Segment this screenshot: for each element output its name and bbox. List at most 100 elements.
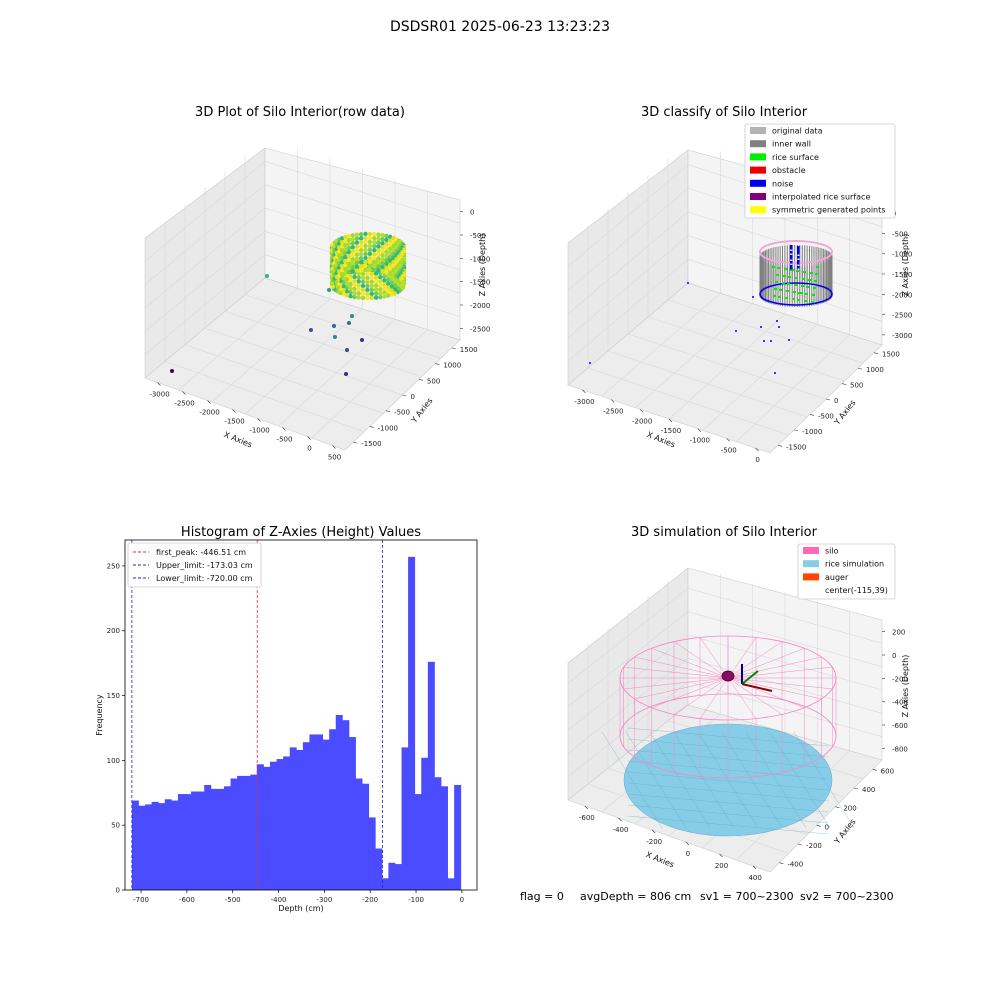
raw-point [363, 231, 368, 237]
z-tick-label: -2500 [470, 325, 490, 333]
raw-point [376, 240, 381, 245]
rice-surface-point [801, 285, 804, 287]
rice-surface-point [775, 281, 778, 283]
histogram-bar [408, 556, 416, 890]
y-tick-mark [793, 429, 799, 432]
raw-point [388, 258, 393, 264]
rice-surface-point [773, 295, 776, 297]
raw-point [365, 295, 370, 301]
raw-point [360, 275, 366, 281]
histogram-bars [131, 556, 462, 890]
raw-point [360, 279, 366, 285]
noise-point [797, 248, 800, 251]
footer-sv1: sv1 = 700~2300 [700, 890, 794, 903]
histogram-bar [269, 761, 277, 890]
raw-point [344, 289, 349, 294]
x-tick-label: -700 [133, 896, 149, 904]
silo-roof-spoke [634, 677, 729, 700]
raw-point [388, 242, 393, 248]
raw-outlier-point [309, 328, 313, 332]
legend-swatch [750, 140, 766, 148]
histogram-bar [316, 734, 324, 890]
raw-point [384, 241, 389, 247]
raw-point-cloud [170, 231, 407, 376]
raw-point [369, 283, 374, 289]
x-tick-mark [157, 382, 161, 386]
x-tick-mark [207, 400, 211, 404]
raw-point [376, 256, 381, 261]
silo-roof-spoke [727, 637, 757, 679]
raw-3d-plot: 3D Plot of Silo Interior(row data) -3000… [144, 105, 490, 462]
legend-label: symmetric generated points [772, 206, 885, 215]
rice-surface-point [804, 300, 807, 302]
rice-mesh-line [627, 771, 829, 791]
histogram-bar [309, 734, 317, 890]
raw-point [358, 232, 364, 237]
raw-point [348, 274, 353, 279]
y-tick-label: 500 [850, 382, 863, 390]
noise-point [790, 251, 793, 254]
rice-surface-point [815, 273, 818, 275]
raw-point [346, 265, 352, 271]
histogram-bar [243, 775, 251, 890]
rice-mesh-line [627, 782, 829, 802]
footer-sv2: sv2 = 700~2300 [800, 890, 894, 903]
histogram-bar [151, 801, 159, 890]
rice-surface-point [800, 292, 803, 294]
raw-point [346, 237, 352, 243]
raw-point [378, 287, 383, 292]
raw-point [372, 248, 377, 253]
noise-point [763, 340, 765, 342]
raw-point [373, 271, 379, 276]
footer-flag: flag = 0 [520, 890, 564, 903]
raw-point [376, 244, 381, 249]
histogram-bar [401, 747, 409, 890]
rice-mesh-line [793, 731, 855, 829]
z-tick-label: -1500 [470, 279, 490, 287]
histogram-bar [368, 817, 376, 890]
raw-point [380, 233, 385, 238]
noise-point [790, 247, 793, 250]
histogram-bar [217, 788, 225, 890]
raw-point [373, 287, 379, 292]
x-tick-label: -1000 [249, 427, 269, 435]
y-tick-mark [857, 367, 863, 370]
raw-point [363, 243, 368, 249]
z-tick-label: -600 [892, 722, 908, 730]
rice-surface-point [793, 291, 796, 293]
legend-swatch [750, 127, 766, 134]
raw-point [350, 253, 355, 258]
noise-point [770, 340, 772, 342]
raw-point [378, 295, 383, 300]
simulation-legend-box [797, 543, 896, 600]
noise-point [752, 296, 754, 298]
histogram-bar [197, 791, 205, 890]
raw-point [382, 290, 387, 295]
raw-point [352, 278, 357, 284]
raw-point [369, 271, 374, 277]
raw-point [382, 282, 387, 287]
raw-point [350, 269, 355, 274]
z-tick-label: 200 [892, 629, 905, 637]
y-tick-label: 100 [107, 757, 120, 765]
rice-surface-point [809, 279, 812, 281]
rice-surface-point [783, 275, 786, 277]
legend-label: first_peak: -446.51 cm [156, 548, 246, 557]
raw-point [344, 293, 349, 298]
raw-point [369, 291, 374, 297]
y-tick-mark [809, 414, 815, 416]
y-tick-mark [418, 378, 424, 381]
raw-point [344, 281, 349, 286]
raw-point [372, 264, 377, 269]
x-tick-label: 200 [715, 862, 728, 870]
y-tick-label: 200 [843, 805, 856, 813]
histogram-bar [171, 800, 179, 890]
x-tick-label: -3000 [574, 398, 594, 406]
y-tick-mark [451, 347, 456, 350]
y-tick-label: -1500 [786, 443, 806, 451]
x-tick-label: -500 [277, 436, 293, 444]
histogram-bar [329, 729, 337, 890]
raw-point [354, 236, 360, 241]
raw-point [350, 237, 355, 242]
raw-point [372, 240, 377, 245]
